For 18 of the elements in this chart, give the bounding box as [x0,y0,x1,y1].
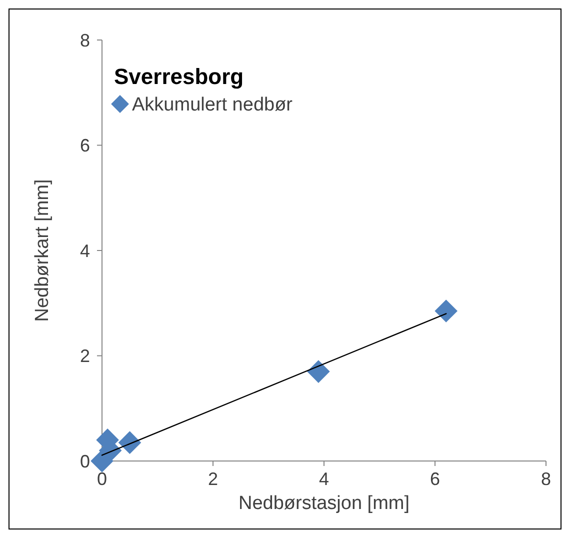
x-axis-title: Nedbørstasjon [mm] [238,493,410,514]
x-tick-label: 2 [208,469,218,489]
point [90,450,114,472]
legend-label: Akkumulert nedbør [132,94,294,116]
x-tick-label: 6 [430,469,440,489]
text: Sverresborg [114,64,244,89]
x-tick-label: 0 [96,469,108,489]
y-tick-label: 2 [80,346,90,366]
x-tick-label: 4 [318,469,330,489]
y-tick-label: 8 [80,30,90,50]
y-axis-title: Nedbørkart [mm] [32,179,53,322]
point [434,300,458,322]
y-tick-label: 4 [80,240,90,261]
y-tick-label: 0 [80,451,90,472]
point [118,431,142,454]
point [307,360,330,383]
y-tick-label: 6 [80,136,90,156]
x-tick-label: 8 [540,469,552,489]
